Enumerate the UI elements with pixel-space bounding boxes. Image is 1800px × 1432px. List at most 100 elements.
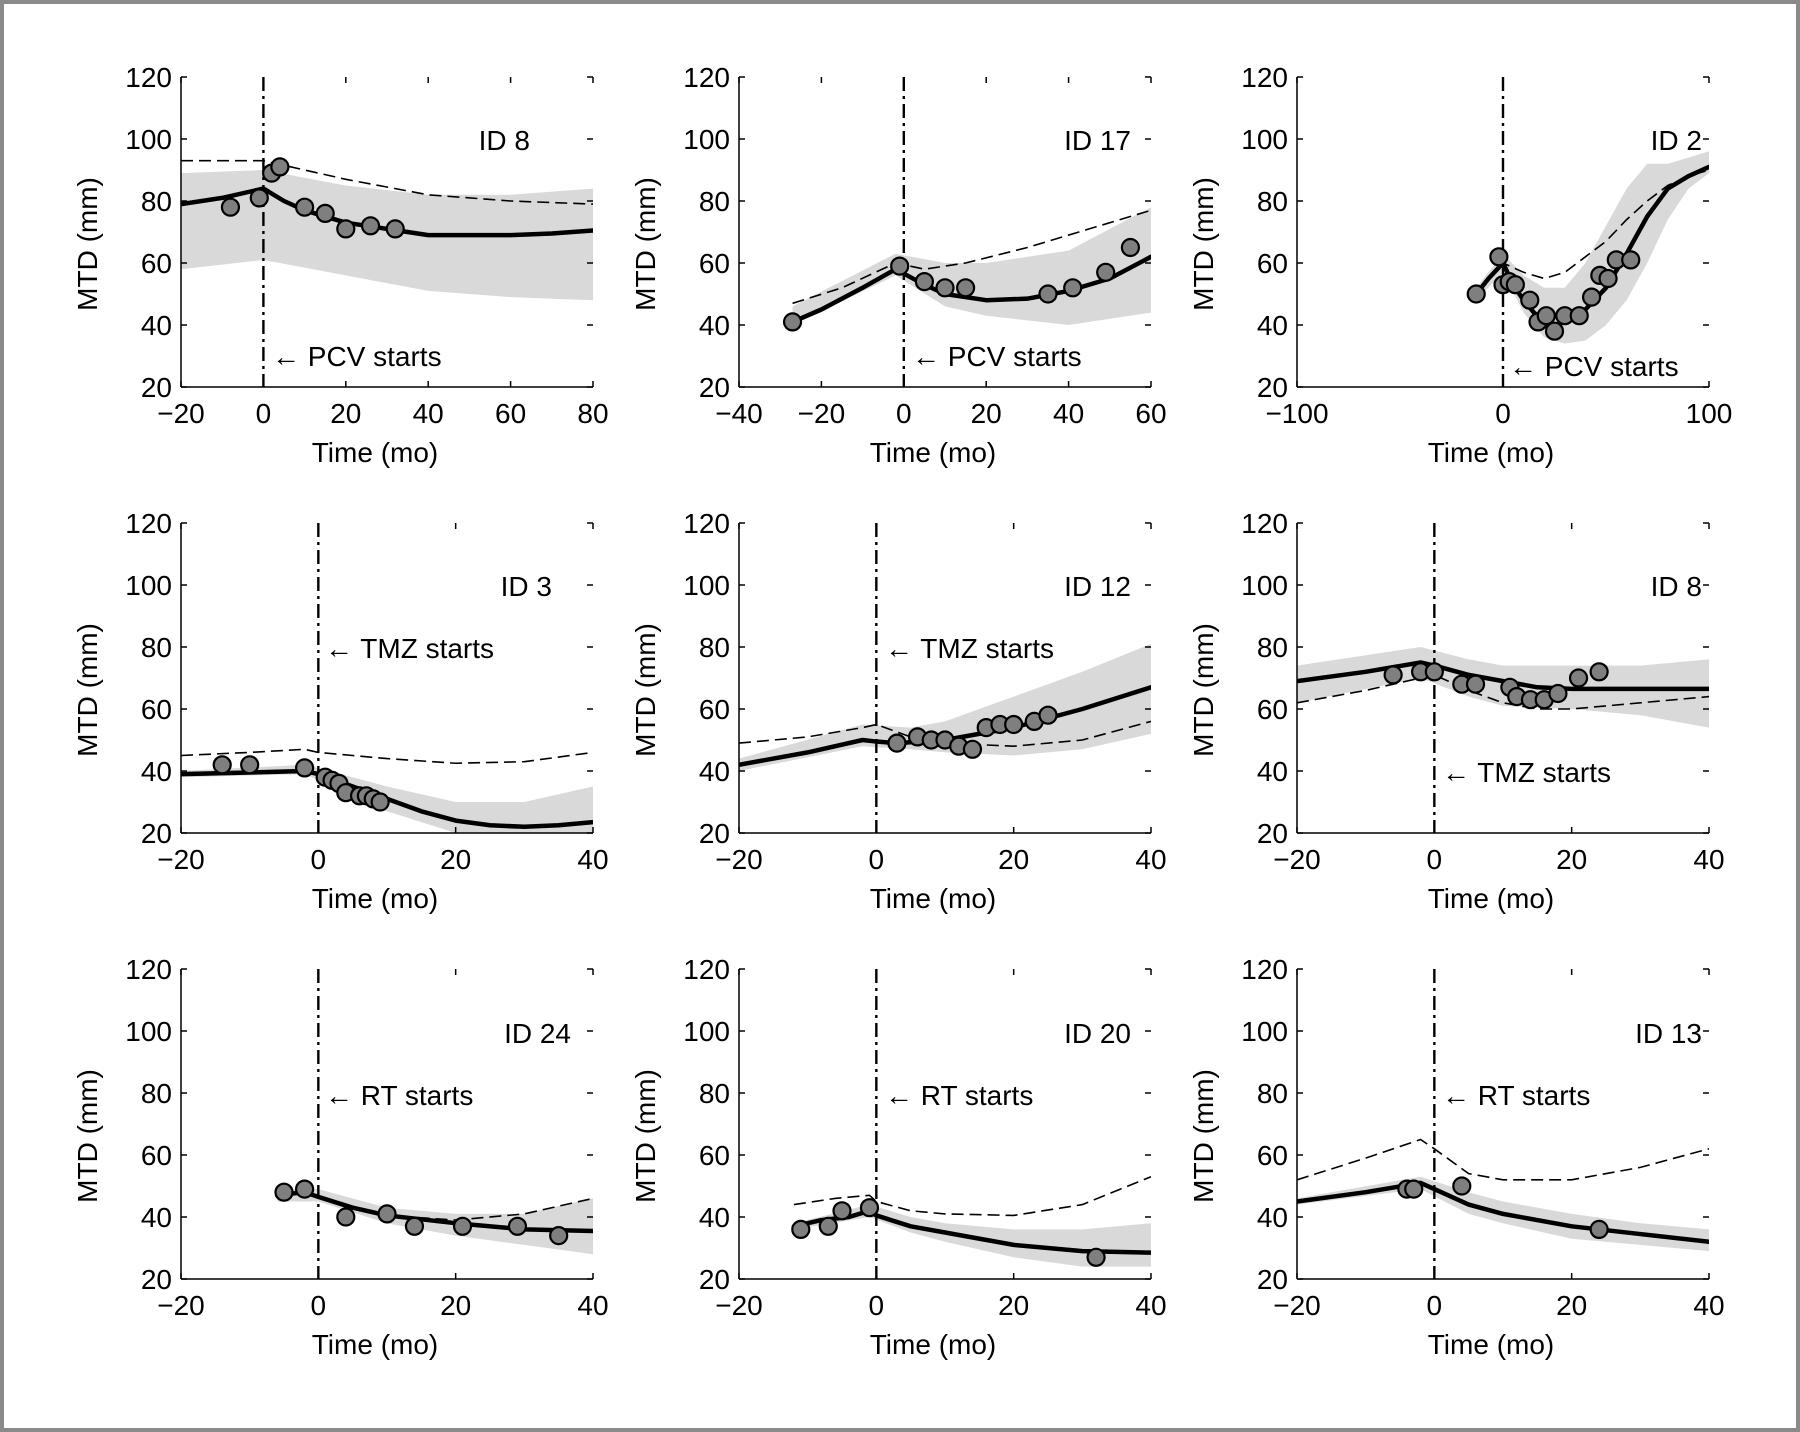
y-tick-label: 100 xyxy=(125,124,172,155)
x-tick-label: 20 xyxy=(998,844,1029,875)
data-point xyxy=(890,256,910,276)
y-tick-label: 20 xyxy=(699,818,730,849)
y-tick-label: 120 xyxy=(1241,62,1288,93)
x-axis-label: Time (mo) xyxy=(870,1329,997,1360)
x-tick-label: 0 xyxy=(1495,398,1511,429)
dashed-series xyxy=(739,720,1151,748)
y-tick-label: 40 xyxy=(141,756,172,787)
x-tick-label: 40 xyxy=(577,1290,608,1321)
data-point xyxy=(859,1198,880,1218)
data-point xyxy=(1589,662,1609,682)
data-point xyxy=(887,733,907,753)
fit-series xyxy=(1297,1180,1709,1245)
plot-area xyxy=(1466,77,1709,387)
data-point xyxy=(1569,306,1589,326)
plot-area xyxy=(1297,969,1709,1279)
y-tick-label: 40 xyxy=(141,1202,172,1233)
y-axis-label: MTD (mm) xyxy=(1188,1069,1219,1203)
y-tick-label: 120 xyxy=(125,508,172,539)
dashed-series xyxy=(181,748,593,765)
data-point xyxy=(1520,290,1540,310)
data-point xyxy=(962,739,983,759)
y-tick-label: 60 xyxy=(141,1140,172,1171)
y-tick-label: 20 xyxy=(141,818,172,849)
x-tick-label: 0 xyxy=(869,844,885,875)
y-tick-label: 60 xyxy=(1257,248,1288,279)
x-tick-label: −20 xyxy=(1273,844,1321,875)
data-point xyxy=(1086,1247,1106,1267)
fit-series xyxy=(181,768,593,830)
x-tick-label: 0 xyxy=(896,398,912,429)
y-tick-label: 40 xyxy=(1257,310,1288,341)
y-tick-label: 120 xyxy=(683,954,730,985)
data-point xyxy=(1548,683,1568,704)
x-tick-label: 100 xyxy=(1686,398,1733,429)
y-tick-label: 80 xyxy=(1257,632,1288,663)
y-tick-label: 20 xyxy=(699,372,730,403)
x-tick-label: 40 xyxy=(413,398,444,429)
id-label: ID 8 xyxy=(1651,571,1702,602)
x-tick-label: 80 xyxy=(577,398,608,429)
figure-canvas: 20 40 60 80 100 120 −20 0 20 40 60 80 Time (mo) MTD (… xyxy=(72,62,1733,1360)
y-tick-label: 80 xyxy=(699,186,730,217)
id-label: ID 12 xyxy=(1064,571,1131,602)
data-point xyxy=(1383,665,1403,685)
y-tick-label: 40 xyxy=(1257,1202,1288,1233)
x-axis-label: Time (mo) xyxy=(870,883,997,914)
plot-area xyxy=(791,969,1151,1279)
y-tick-label: 100 xyxy=(1241,1016,1288,1047)
y-tick-label: 40 xyxy=(699,1202,730,1233)
x-tick-label: −20 xyxy=(1273,1290,1321,1321)
data-point xyxy=(1404,1179,1424,1199)
confidence-band xyxy=(792,207,1151,325)
data-point xyxy=(274,1182,294,1202)
dashed-series xyxy=(793,1175,1151,1217)
y-tick-label: 100 xyxy=(125,1016,172,1047)
x-axis-label: Time (mo) xyxy=(1428,883,1555,914)
y-axis-label: MTD (mm) xyxy=(72,623,103,757)
x-tick-label: −20 xyxy=(715,844,763,875)
plot-area xyxy=(181,77,593,387)
treatment-label: ← TMZ starts xyxy=(325,633,494,664)
y-tick-label: 60 xyxy=(1257,694,1288,725)
data-point xyxy=(295,758,315,778)
y-axis-label: MTD (mm) xyxy=(630,177,661,311)
x-axis-label: Time (mo) xyxy=(1428,437,1555,468)
y-axis-label: MTD (mm) xyxy=(630,623,661,757)
treatment-label: ← RT starts xyxy=(885,1080,1033,1111)
plot-area xyxy=(274,969,593,1279)
y-tick-label: 60 xyxy=(141,248,172,279)
y-axis-label: MTD (mm) xyxy=(1188,623,1219,757)
panel-9: 20 40 60 80 100 120 −20 0 20 40 Time (mo) MTD (mm) I… xyxy=(1188,954,1725,1360)
y-tick-label: 60 xyxy=(699,248,730,279)
x-tick-label: 40 xyxy=(1053,398,1084,429)
panel-6: 20 40 60 80 100 120 −20 0 20 40 Time (mo) MTD (mm) I… xyxy=(1188,508,1725,914)
x-tick-label: −20 xyxy=(715,1290,763,1321)
data-point xyxy=(220,197,241,217)
x-tick-label: 60 xyxy=(495,398,526,429)
x-tick-label: 0 xyxy=(1427,844,1443,875)
data-point xyxy=(1568,668,1589,688)
data-point xyxy=(1544,321,1565,341)
data-point xyxy=(315,203,335,223)
data-point xyxy=(791,1219,811,1240)
y-tick-label: 20 xyxy=(1257,818,1288,849)
x-tick-label: 0 xyxy=(869,1290,885,1321)
y-tick-label: 100 xyxy=(683,1016,730,1047)
data-point xyxy=(1589,1219,1609,1240)
treatment-label: ← RT starts xyxy=(325,1080,473,1111)
data-point xyxy=(1465,674,1486,694)
data-point xyxy=(336,219,356,239)
data-point xyxy=(935,278,955,298)
dashed-series xyxy=(181,159,593,205)
y-axis-label: MTD (mm) xyxy=(72,1069,103,1203)
data-point xyxy=(1598,268,1618,289)
y-tick-label: 120 xyxy=(1241,954,1288,985)
data-point xyxy=(1424,662,1444,682)
y-tick-label: 100 xyxy=(683,124,730,155)
y-tick-label: 20 xyxy=(1257,372,1288,403)
data-point xyxy=(249,188,269,208)
x-axis-label: Time (mo) xyxy=(870,437,997,468)
data-point xyxy=(212,755,232,775)
x-tick-label: 60 xyxy=(1135,398,1166,429)
